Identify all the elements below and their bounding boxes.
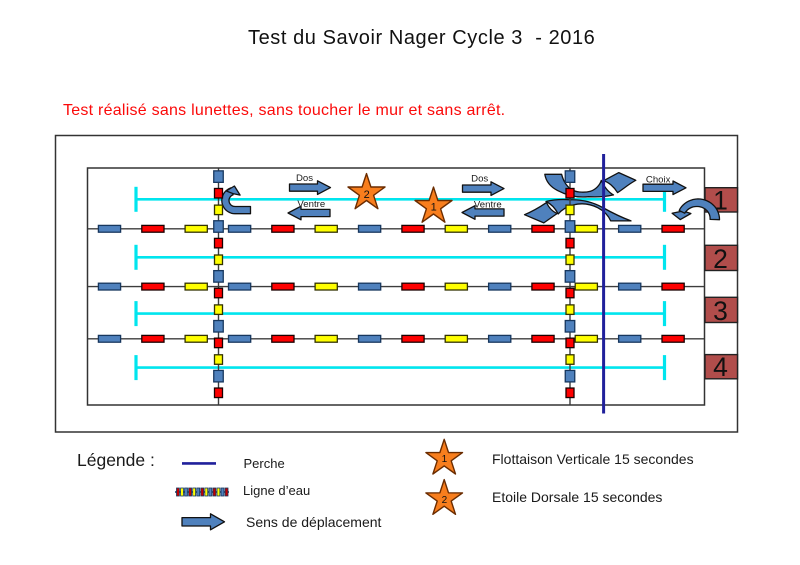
- svg-text:3: 3: [713, 296, 728, 326]
- svg-text:2: 2: [713, 244, 728, 274]
- svg-text:2: 2: [364, 189, 370, 201]
- svg-text:1: 1: [442, 454, 448, 465]
- svg-text:Ventre: Ventre: [474, 200, 502, 211]
- svg-text:Dos: Dos: [471, 174, 488, 185]
- svg-text:2: 2: [442, 495, 448, 506]
- svg-text:Dos: Dos: [296, 173, 313, 184]
- svg-text:1: 1: [713, 185, 728, 215]
- svg-text:4: 4: [713, 352, 728, 382]
- svg-text:1: 1: [431, 202, 437, 214]
- svg-text:Ventre: Ventre: [297, 199, 325, 210]
- svg-text:Choix: Choix: [646, 174, 671, 185]
